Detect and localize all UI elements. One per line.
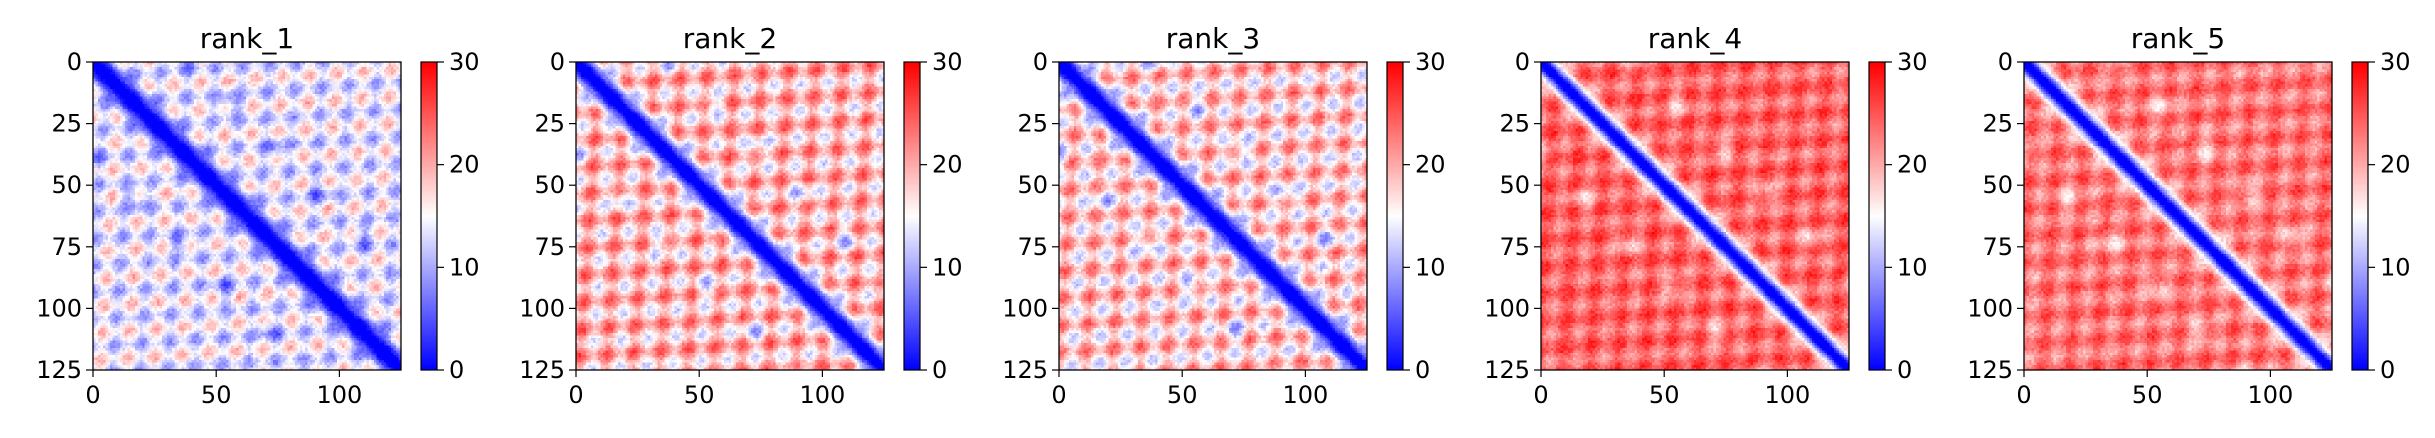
x-tick-label: 100 (799, 381, 845, 409)
colorbar-tick-label: 20 (2380, 151, 2411, 179)
heatmap-image (1541, 62, 1849, 370)
colorbar-tick-label: 30 (2380, 48, 2411, 76)
x-tick-label: 50 (1167, 381, 1198, 409)
x-tick-label: 100 (1764, 381, 1810, 409)
colorbar-tick-label: 20 (932, 151, 963, 179)
y-tick-label: 50 (1499, 171, 1530, 199)
panel-title: rank_2 (683, 22, 777, 55)
y-tick-label: 100 (1967, 294, 2013, 322)
x-tick-label: 0 (85, 381, 100, 409)
colorbar-gradient (904, 62, 920, 370)
panel-title: rank_5 (2131, 22, 2225, 55)
y-tick-label: 0 (1998, 48, 2013, 76)
y-tick-label: 125 (1484, 356, 1530, 384)
colorbar-tick-label: 30 (1897, 48, 1928, 76)
x-tick-label: 0 (1051, 381, 1066, 409)
colorbar-tick-label: 0 (932, 356, 947, 384)
y-tick-label: 75 (1017, 233, 1048, 261)
x-tick-label: 0 (1533, 381, 1548, 409)
y-tick-label: 75 (534, 233, 565, 261)
y-tick-label: 50 (534, 171, 565, 199)
y-tick-label: 0 (550, 48, 565, 76)
colorbar-tick-label: 10 (449, 253, 480, 281)
colorbar-tick-label: 10 (1897, 253, 1928, 281)
y-tick-label: 25 (1499, 110, 1530, 138)
panel-title: rank_3 (1166, 22, 1260, 55)
heatmap-image (2024, 62, 2332, 370)
colorbar-tick-label: 0 (1897, 356, 1912, 384)
colorbar-gradient (1869, 62, 1885, 370)
colorbar-frame (420, 61, 438, 371)
heatmap-image (1059, 62, 1367, 370)
plot-frame (2023, 61, 2333, 371)
colorbar-gradient (1387, 62, 1403, 370)
y-tick-label: 0 (67, 48, 82, 76)
panel-title: rank_1 (200, 22, 294, 55)
y-tick-label: 25 (534, 110, 565, 138)
heatmap-image (93, 62, 401, 370)
colorbar-tick-label: 30 (449, 48, 480, 76)
colorbar-frame (903, 61, 921, 371)
colorbar-tick-label: 10 (932, 253, 963, 281)
plot-frame (1540, 61, 1850, 371)
x-tick-label: 50 (201, 381, 232, 409)
y-tick-label: 25 (1982, 110, 2013, 138)
x-tick-label: 50 (684, 381, 715, 409)
y-tick-label: 100 (519, 294, 565, 322)
y-tick-label: 125 (1967, 356, 2013, 384)
colorbar-frame (1868, 61, 1886, 371)
y-tick-label: 75 (1499, 233, 1530, 261)
plot-frame (92, 61, 402, 371)
y-tick-label: 125 (519, 356, 565, 384)
panel-title: rank_4 (1648, 22, 1742, 55)
colorbar-tick-label: 30 (932, 48, 963, 76)
y-tick-label: 50 (51, 171, 82, 199)
plot-frame (575, 61, 885, 371)
y-tick-label: 125 (36, 356, 82, 384)
y-tick-label: 100 (1002, 294, 1048, 322)
colorbar-frame (2351, 61, 2369, 371)
x-tick-label: 0 (568, 381, 583, 409)
colorbar-frame (1386, 61, 1404, 371)
y-tick-label: 100 (1484, 294, 1530, 322)
colorbar-tick-label: 20 (1415, 151, 1446, 179)
colorbar-gradient (421, 62, 437, 370)
y-tick-label: 0 (1033, 48, 1048, 76)
colorbar-tick-label: 10 (1415, 253, 1446, 281)
x-tick-label: 100 (316, 381, 362, 409)
y-tick-label: 25 (51, 110, 82, 138)
x-tick-label: 100 (1282, 381, 1328, 409)
x-tick-label: 100 (2247, 381, 2293, 409)
y-tick-label: 25 (1017, 110, 1048, 138)
y-tick-label: 50 (1982, 171, 2013, 199)
plot-frame (1058, 61, 1368, 371)
y-tick-label: 75 (1982, 233, 2013, 261)
colorbar-tick-label: 20 (1897, 151, 1928, 179)
x-tick-label: 0 (2016, 381, 2031, 409)
colorbar-tick-label: 0 (2380, 356, 2395, 384)
heatmap-image (576, 62, 884, 370)
y-tick-label: 100 (36, 294, 82, 322)
y-tick-label: 75 (51, 233, 82, 261)
y-tick-label: 0 (1515, 48, 1530, 76)
colorbar-gradient (2352, 62, 2368, 370)
y-tick-label: 50 (1017, 171, 1048, 199)
colorbar-tick-label: 0 (449, 356, 464, 384)
colorbar-tick-label: 30 (1415, 48, 1446, 76)
colorbar-tick-label: 0 (1415, 356, 1430, 384)
x-tick-label: 50 (2132, 381, 2163, 409)
x-tick-label: 50 (1649, 381, 1680, 409)
y-tick-label: 125 (1002, 356, 1048, 384)
colorbar-tick-label: 20 (449, 151, 480, 179)
colorbar-tick-label: 10 (2380, 253, 2411, 281)
